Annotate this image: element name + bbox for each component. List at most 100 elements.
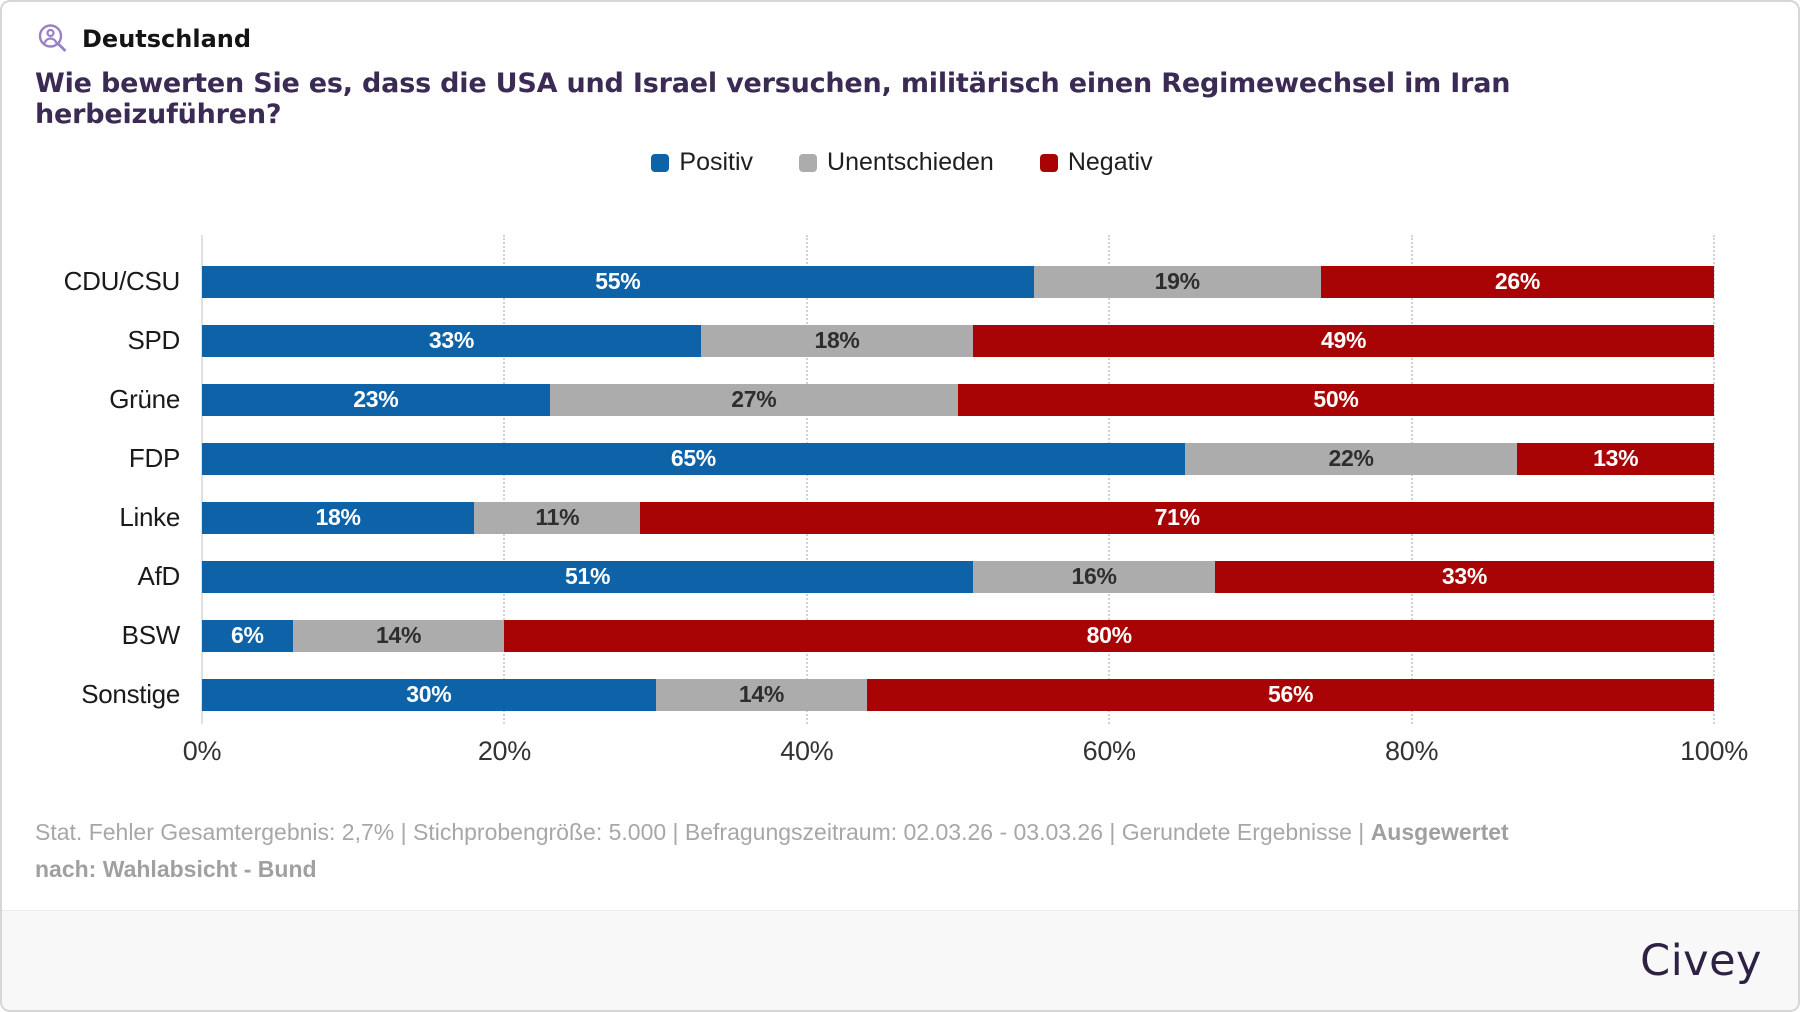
bar-segment-positiv: 6%	[202, 619, 293, 652]
bar-segment-unentschieden: 27%	[549, 383, 958, 416]
bar-segment-positiv: 55%	[202, 265, 1034, 298]
bar-segment-unentschieden: 18%	[700, 324, 974, 357]
category-label: BSW	[121, 620, 181, 650]
stacked-bar: 65% 22% 13%	[202, 442, 1714, 475]
bar-value-label: 30%	[406, 681, 452, 707]
bar-value-label: 71%	[1154, 504, 1200, 530]
stacked-bar: 55% 19% 26%	[202, 265, 1714, 298]
grid-line	[805, 235, 808, 724]
chart-row: BSW 6% 14% 80%	[2, 606, 1798, 665]
legend-label: Negativ	[1067, 148, 1153, 176]
stacked-bar: 23% 27% 50%	[202, 383, 1714, 416]
bar-value-label: 22%	[1328, 445, 1374, 471]
bar-value-label: 14%	[375, 622, 422, 648]
category-label: CDU/CSU	[63, 266, 181, 296]
bar-value-label: 14%	[738, 681, 784, 707]
grid-line	[1713, 235, 1715, 724]
bar-segment-negativ: 50%	[957, 383, 1714, 416]
bar-segment-negativ: 71%	[640, 501, 1714, 534]
bar-segment-positiv: 23%	[202, 383, 550, 416]
header: Deutschland	[36, 22, 251, 56]
legend-swatch	[651, 153, 670, 172]
bar-value-label: 80%	[1086, 622, 1132, 648]
category-label: SPD	[127, 325, 180, 355]
bar-segment-positiv: 51%	[202, 560, 974, 593]
chart-row: Sonstige 30% 14% 56%	[2, 665, 1798, 724]
stacked-bar: 18% 11% 71%	[202, 501, 1714, 534]
x-tick-label: 80%	[1385, 736, 1439, 766]
x-tick-label: 60%	[1082, 736, 1136, 766]
legend-swatch	[1039, 153, 1058, 172]
category-label: Sonstige	[81, 679, 180, 709]
chart-row: Linke 18% 11% 71%	[2, 488, 1798, 547]
poll-question: Wie bewerten Sie es, dass die USA und Is…	[35, 68, 1511, 130]
stacked-bar: 6% 14% 80%	[202, 619, 1714, 652]
bar-value-label: 51%	[564, 563, 611, 589]
category-label: FDP	[128, 443, 180, 473]
bar-value-label: 18%	[315, 504, 361, 530]
grid-line	[201, 235, 203, 724]
bar-value-label: 55%	[595, 268, 641, 294]
chart-rows: CDU/CSU 55% 19% 26% SPD 33% 18% 49% Grüne 23% 27% 5…	[2, 252, 1798, 724]
bar-value-label: 27%	[731, 386, 777, 412]
legend-label: Unentschieden	[827, 148, 994, 176]
bar-segment-unentschieden: 19%	[1033, 265, 1321, 298]
footnote-evaluated-by: Ausgewertet nach: Wahlabsicht - Bund	[35, 819, 1509, 882]
chart-row: FDP 65% 22% 13%	[2, 429, 1798, 488]
bar-segment-unentschieden: 22%	[1184, 442, 1518, 475]
bar-value-label: 65%	[670, 445, 716, 471]
bar-segment-negativ: 13%	[1517, 442, 1714, 475]
stacked-bar-chart: CDU/CSU 55% 19% 26% SPD 33% 18% 49% Grüne 23% 27% 5…	[2, 235, 1798, 780]
grid-line	[503, 235, 506, 724]
category-label: Grüne	[109, 384, 180, 414]
methodology-footnote: Stat. Fehler Gesamtergebnis: 2,7% | Stic…	[35, 814, 1535, 888]
chart-row: Grüne 23% 27% 50%	[2, 370, 1798, 429]
bar-value-label: 18%	[814, 327, 860, 353]
footnote-regular: Stat. Fehler Gesamtergebnis: 2,7% | Stic…	[35, 819, 1371, 845]
region-label: Deutschland	[82, 25, 252, 53]
bar-value-label: 11%	[535, 504, 580, 530]
legend-item-negativ: Negativ	[1039, 148, 1153, 177]
x-tick-label: 20%	[477, 736, 531, 766]
bar-value-label: 33%	[428, 327, 475, 353]
x-axis: 0% 20% 40% 60% 80% 100%	[183, 736, 1748, 776]
bar-value-label: 26%	[1494, 268, 1540, 294]
bar-segment-negativ: 56%	[867, 678, 1714, 711]
bar-segment-positiv: 33%	[202, 324, 701, 357]
bar-value-label: 13%	[1593, 445, 1639, 471]
stacked-bar: 51% 16% 33%	[202, 560, 1714, 593]
chart-row: CDU/CSU 55% 19% 26%	[2, 252, 1798, 311]
chart-row: AfD 51% 16% 33%	[2, 547, 1798, 606]
bar-value-label: 6%	[231, 622, 264, 648]
legend-item-unentschieden: Unentschieden	[799, 148, 994, 177]
x-tick-label: 100%	[1680, 736, 1748, 766]
x-tick-label: 40%	[780, 736, 834, 766]
legend-item-positiv: Positiv	[651, 148, 753, 177]
chart-legend: Positiv Unentschieden Negativ	[2, 148, 1798, 177]
bar-segment-unentschieden: 16%	[973, 560, 1216, 593]
bar-segment-positiv: 65%	[202, 442, 1185, 475]
bar-value-label: 50%	[1313, 386, 1359, 412]
bar-segment-positiv: 18%	[202, 501, 475, 534]
bar-segment-negativ: 26%	[1320, 265, 1714, 298]
bar-segment-unentschieden: 11%	[474, 501, 641, 534]
category-label: AfD	[137, 561, 181, 591]
bar-segment-positiv: 30%	[202, 678, 656, 711]
grid-line	[1108, 235, 1111, 724]
stacked-bar: 30% 14% 56%	[202, 678, 1714, 711]
bar-segment-negativ: 33%	[1215, 560, 1714, 593]
bar-value-label: 33%	[1441, 563, 1488, 589]
bar-value-label: 23%	[353, 386, 399, 412]
bar-value-label: 49%	[1320, 327, 1367, 353]
footer-band: Civey	[2, 910, 1798, 1010]
bar-value-label: 19%	[1154, 268, 1200, 294]
bar-segment-negativ: 80%	[504, 619, 1714, 652]
bar-value-label: 56%	[1268, 681, 1314, 707]
x-tick-label: 0%	[182, 736, 222, 766]
grid-line	[1410, 235, 1413, 724]
chart-row: SPD 33% 18% 49%	[2, 311, 1798, 370]
legend-label: Positiv	[679, 148, 754, 176]
civey-logo: Civey	[1640, 935, 1762, 986]
person-search-icon	[36, 22, 70, 56]
